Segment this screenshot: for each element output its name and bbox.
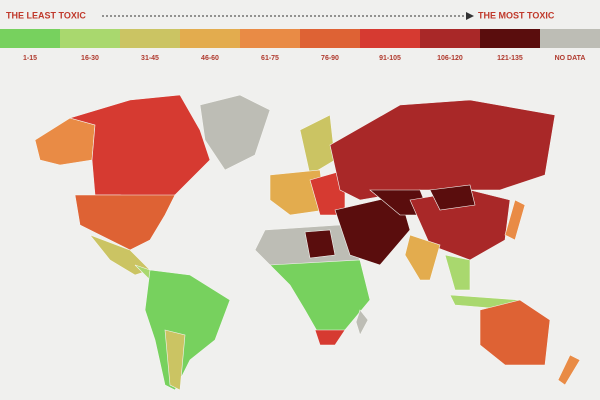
world-map: [34, 94, 581, 391]
legend-swatch: [360, 29, 420, 48]
legend-swatch: [180, 29, 240, 48]
country: [314, 329, 346, 346]
country: [144, 269, 231, 391]
legend-swatch: [0, 29, 60, 48]
legend-label: 31-45: [141, 55, 159, 62]
legend-label: 1-15: [23, 55, 37, 62]
legend-label: 16-30: [81, 55, 99, 62]
legend-swatch: [60, 29, 120, 48]
country: [504, 199, 526, 241]
legend-label: 76-90: [321, 55, 339, 62]
country: [404, 234, 441, 281]
arrow-head: [466, 12, 474, 20]
country: [74, 194, 176, 251]
legend-label: 121-135: [497, 55, 523, 62]
legend-swatch: [120, 29, 180, 48]
legend-label: NO DATA: [555, 55, 586, 62]
country: [164, 329, 186, 391]
legend: 1-15 16-30 31-45 46-60 61-75 76-90 91-105 106-1…: [0, 29, 600, 62]
legend-label: 46-60: [201, 55, 219, 62]
country: [304, 229, 336, 259]
legend-label: 91-105: [379, 55, 401, 62]
legend-swatch: [480, 29, 540, 48]
header-left: THE LEAST TOXIC: [6, 10, 86, 20]
header-right: THE MOST TOXIC: [478, 10, 555, 20]
country: [429, 184, 476, 211]
country: [355, 309, 369, 336]
country: [557, 354, 581, 386]
country: [444, 254, 471, 291]
country: [329, 99, 556, 201]
legend-label: 61-75: [261, 55, 279, 62]
legend-swatch: [300, 29, 360, 48]
country: [479, 299, 551, 366]
legend-swatch: [540, 29, 600, 48]
country: [199, 94, 271, 171]
legend-swatch: [240, 29, 300, 48]
legend-label: 106-120: [437, 55, 463, 62]
legend-swatch: [420, 29, 480, 48]
